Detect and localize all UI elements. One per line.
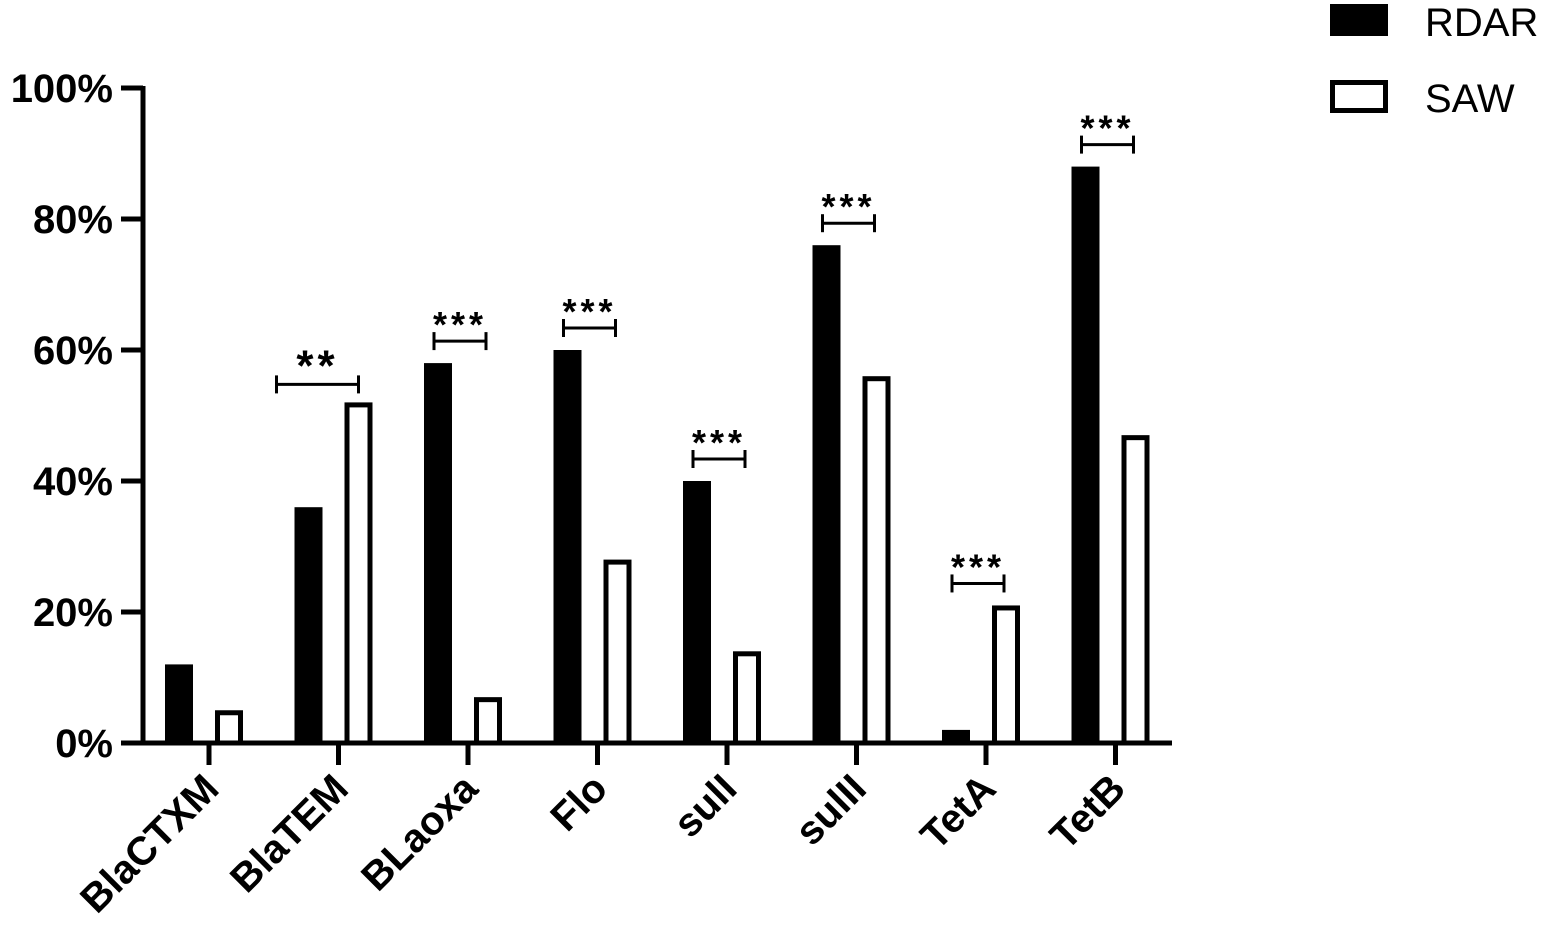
bar-rdar <box>165 664 193 743</box>
bar-saw <box>733 651 761 746</box>
bar-saw <box>603 559 632 746</box>
significance-annotations: ***** *************** <box>275 108 1135 593</box>
x-tick-label: TetB <box>1042 766 1134 858</box>
bar-saw <box>862 376 891 746</box>
y-tick-label: 20% <box>33 591 113 635</box>
significance-label: *** <box>1080 108 1134 149</box>
significance-bracket: *** <box>432 304 488 351</box>
significance-bracket: *** <box>950 546 1006 593</box>
significance-label: *** <box>562 291 616 332</box>
bar-rdar <box>1071 166 1100 744</box>
significance-bracket: *** <box>562 291 617 337</box>
x-tick-label: sulII <box>787 766 875 854</box>
bar-rdar <box>812 245 841 743</box>
significance-bracket: ** <box>275 341 360 394</box>
bars <box>165 166 1150 746</box>
legend-label-saw: SAW <box>1425 77 1515 121</box>
x-tick-label: BlaCTXM <box>72 766 227 921</box>
bar-rdar <box>424 363 452 743</box>
x-tick-label: Flo <box>542 766 616 840</box>
significance-bracket: *** <box>1080 108 1135 154</box>
bar-saw <box>992 605 1020 746</box>
legend: RDAR SAW <box>1330 1 1538 121</box>
y-tick-label: 40% <box>33 460 113 504</box>
significance-label: ** <box>296 341 338 390</box>
bar-rdar <box>942 729 970 743</box>
legend-swatch-rdar <box>1330 4 1388 36</box>
bar-rdar <box>553 350 582 743</box>
significance-bracket: *** <box>691 422 747 468</box>
x-tick-label: BlaTEM <box>222 766 357 901</box>
bar-saw <box>215 710 243 746</box>
x-tick-label: TetA <box>912 766 1004 858</box>
y-tick-label: 60% <box>33 329 113 373</box>
legend-swatch-saw <box>1330 80 1388 113</box>
bar-rdar <box>294 507 323 743</box>
x-tick-label: sulI <box>666 766 746 846</box>
legend-label-rdar: RDAR <box>1425 1 1538 45</box>
bar-saw <box>1121 435 1150 746</box>
significance-label: *** <box>821 186 875 227</box>
significance-label: *** <box>951 546 1005 587</box>
significance-label: *** <box>692 422 746 463</box>
y-tick-label: 0% <box>55 722 113 766</box>
bar-saw <box>344 402 373 746</box>
bar-saw <box>474 697 502 746</box>
y-tick-label: 100% <box>11 67 113 111</box>
x-tick-label: BLaoxa <box>353 766 487 900</box>
significance-label: *** <box>433 304 487 345</box>
bar-rdar <box>683 481 711 743</box>
y-tick-label: 80% <box>33 198 113 242</box>
significance-bracket: *** <box>821 186 876 233</box>
